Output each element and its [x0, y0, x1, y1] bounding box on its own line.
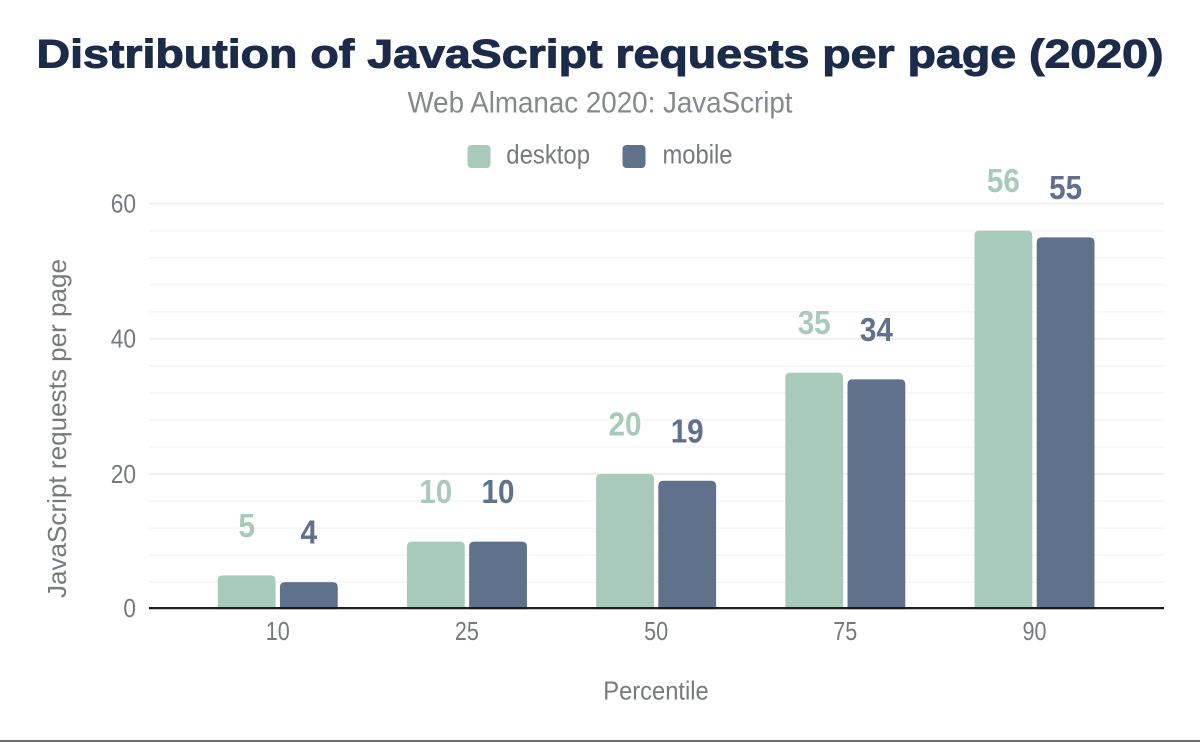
svg-text:90: 90: [1023, 616, 1047, 646]
svg-text:5: 5: [238, 507, 255, 544]
svg-text:25: 25: [455, 616, 479, 646]
svg-text:4: 4: [301, 514, 318, 551]
svg-text:60: 60: [111, 188, 136, 218]
svg-text:20: 20: [609, 406, 642, 443]
svg-text:Percentile: Percentile: [603, 676, 708, 706]
svg-text:10: 10: [482, 473, 515, 510]
svg-text:19: 19: [671, 412, 704, 449]
svg-text:35: 35: [798, 304, 831, 341]
svg-text:56: 56: [987, 162, 1020, 199]
svg-text:JavaScript requests per page: JavaScript requests per page: [42, 259, 72, 598]
svg-text:20: 20: [111, 459, 136, 489]
svg-text:10: 10: [419, 473, 452, 510]
svg-text:mobile: mobile: [663, 140, 733, 170]
svg-text:desktop: desktop: [506, 140, 590, 170]
svg-text:55: 55: [1049, 169, 1082, 206]
svg-text:Distribution of JavaScript req: Distribution of JavaScript requests per …: [37, 33, 1164, 77]
svg-text:75: 75: [833, 616, 857, 646]
svg-text:40: 40: [111, 324, 136, 354]
svg-text:34: 34: [860, 311, 894, 348]
svg-text:50: 50: [644, 616, 668, 646]
svg-text:0: 0: [123, 593, 136, 623]
svg-text:10: 10: [266, 616, 290, 646]
svg-text:Web Almanac 2020: JavaScript: Web Almanac 2020: JavaScript: [408, 87, 794, 120]
